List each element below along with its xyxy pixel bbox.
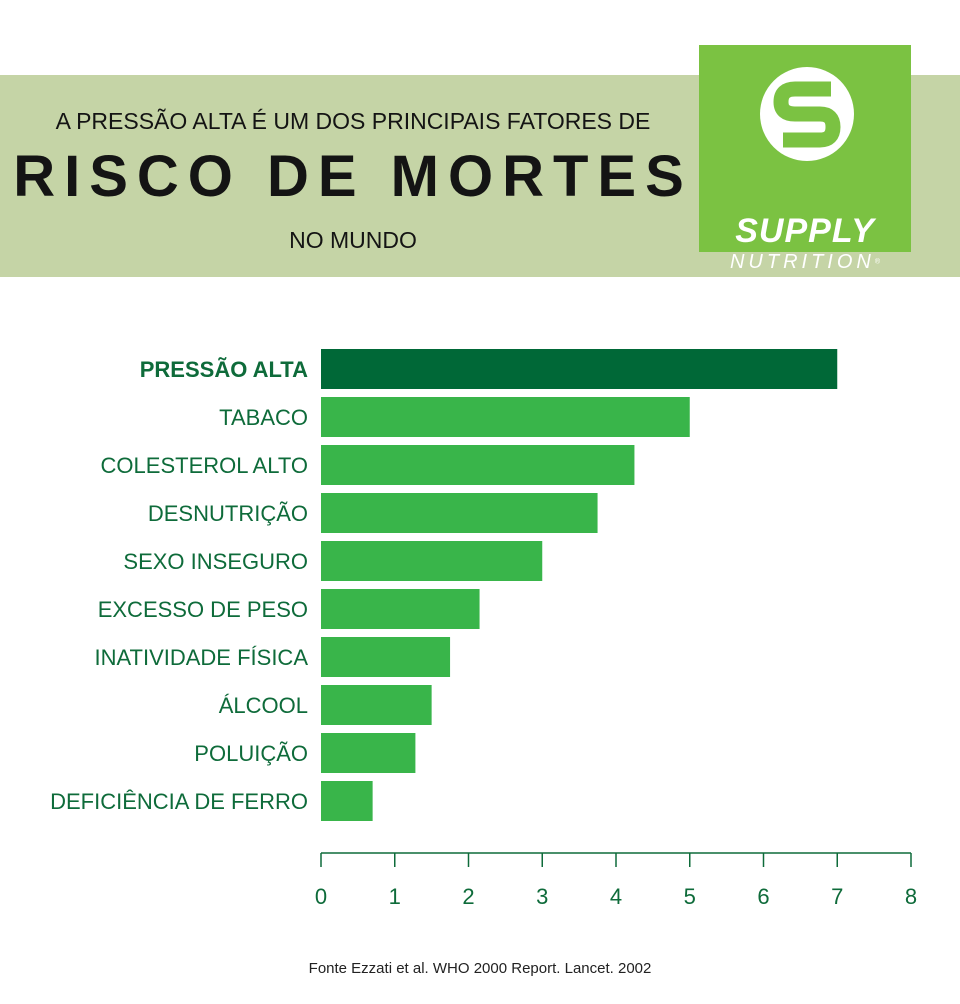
category-label: SEXO INSEGURO bbox=[123, 549, 308, 574]
header-line-1: A PRESSÃO ALTA É UM DOS PRINCIPAIS FATOR… bbox=[55, 108, 651, 134]
bar bbox=[321, 541, 543, 581]
logo-word-supply: SUPPLY bbox=[735, 212, 875, 250]
x-tick-label: 7 bbox=[831, 884, 843, 909]
logo-nutrition-text: NUTRITION bbox=[729, 251, 875, 273]
category-label: INATIVIDADE FÍSICA bbox=[94, 645, 308, 670]
category-label: DEFICIÊNCIA DE FERRO bbox=[50, 789, 308, 814]
category-label: POLUIÇÃO bbox=[194, 741, 308, 766]
bar bbox=[321, 493, 598, 533]
source-note: Fonte Ezzati et al. WHO 2000 Report. Lan… bbox=[308, 960, 652, 977]
bar bbox=[321, 349, 838, 389]
supply-s-logo-icon bbox=[760, 67, 854, 161]
bar bbox=[321, 733, 416, 773]
category-label: COLESTEROL ALTO bbox=[101, 453, 308, 478]
category-label: DESNUTRIÇÃO bbox=[148, 501, 308, 526]
brand-logo: SUPPLY NUTRITION® bbox=[699, 45, 911, 273]
registered-mark: ® bbox=[874, 258, 881, 266]
header-title: RISCO DE MORTES bbox=[13, 144, 693, 209]
x-tick-label: 1 bbox=[389, 884, 401, 909]
category-label: EXCESSO DE PESO bbox=[98, 597, 308, 622]
x-tick-label: 4 bbox=[610, 884, 622, 909]
category-label: TABACO bbox=[219, 405, 308, 430]
bar bbox=[321, 685, 432, 725]
logo-word-nutrition: NUTRITION® bbox=[699, 250, 911, 275]
category-label: PRESSÃO ALTA bbox=[140, 357, 308, 382]
bar bbox=[321, 637, 451, 677]
x-tick-label: 3 bbox=[536, 884, 548, 909]
bar bbox=[321, 781, 373, 821]
category-label: ÁLCOOL bbox=[219, 693, 308, 718]
x-tick-label: 2 bbox=[462, 884, 474, 909]
x-tick-label: 6 bbox=[757, 884, 769, 909]
bar bbox=[321, 397, 690, 437]
x-tick-label: 0 bbox=[315, 884, 327, 909]
x-tick-label: 5 bbox=[684, 884, 696, 909]
x-tick-label: 8 bbox=[905, 884, 917, 909]
header-line-3: NO MUNDO bbox=[289, 227, 417, 253]
bar bbox=[321, 445, 635, 485]
bar bbox=[321, 589, 480, 629]
